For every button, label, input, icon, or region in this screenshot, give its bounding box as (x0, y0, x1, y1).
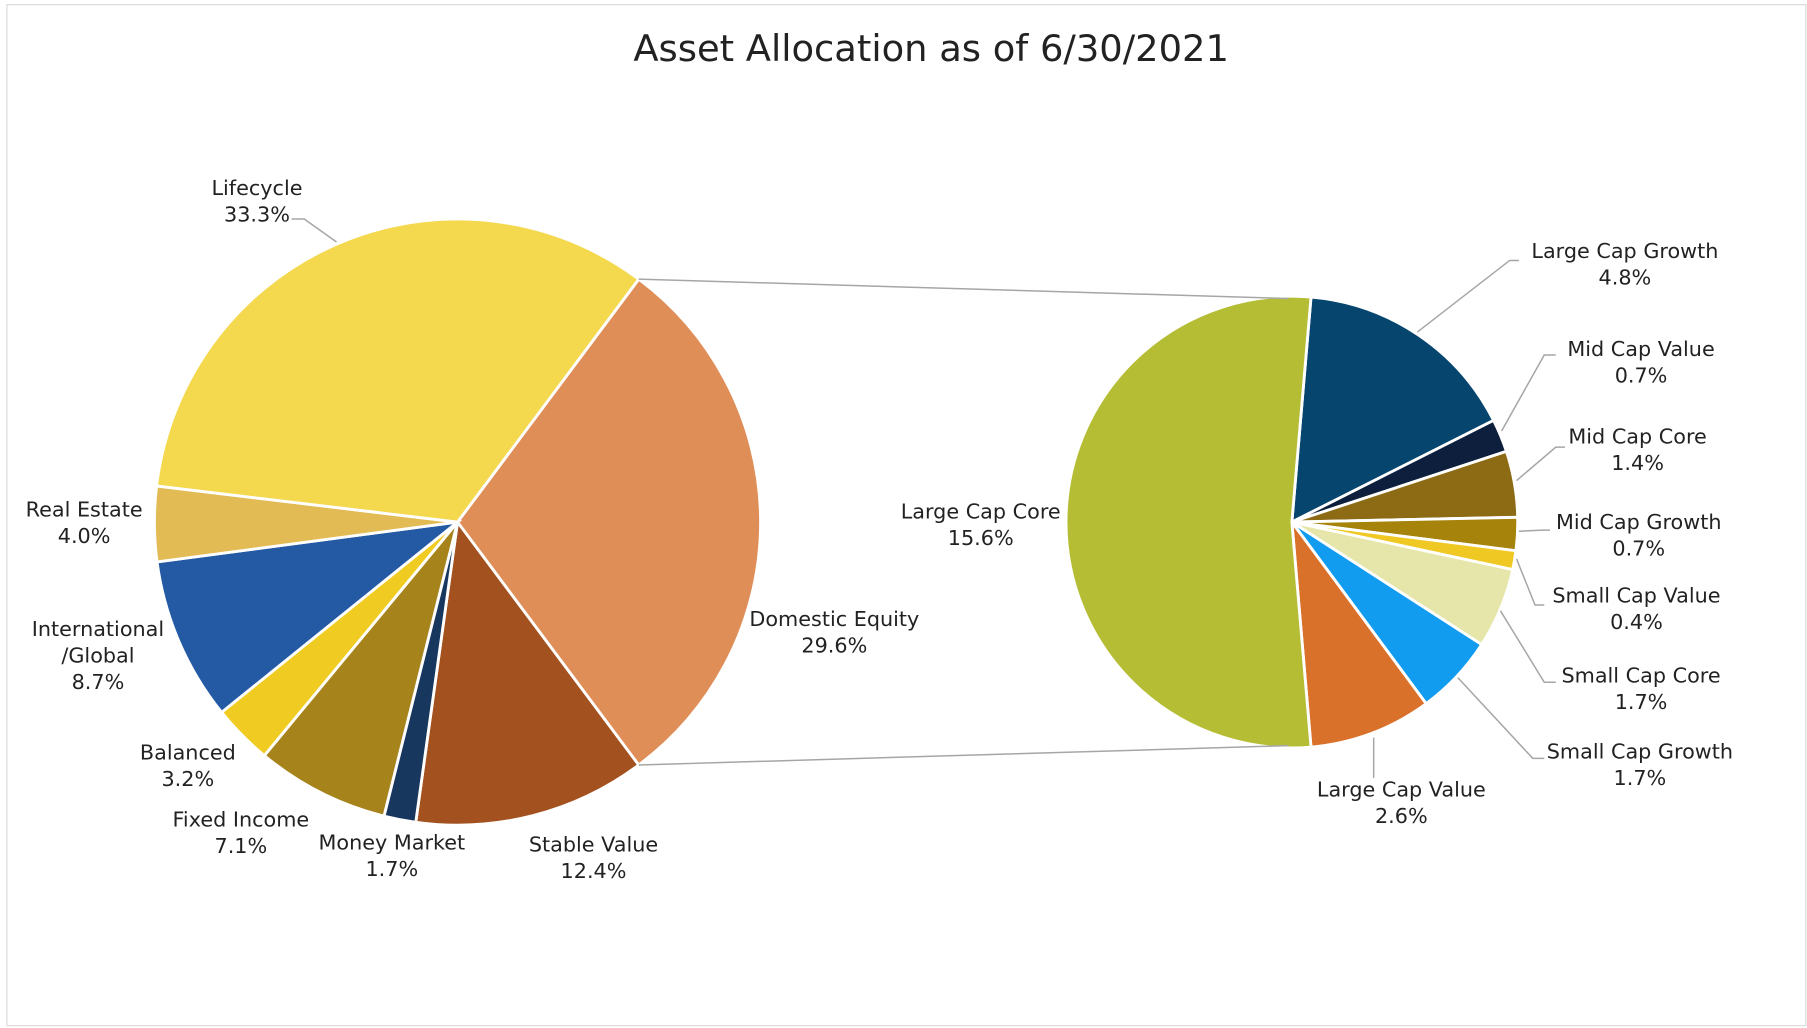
pie-slice (414, 518, 641, 827)
leader-line (1518, 529, 1551, 533)
connector-line (638, 278, 1289, 300)
value-label: 4.0% (57, 524, 111, 549)
value-label: 15.6% (947, 526, 1014, 551)
value-label: 8.7% (71, 670, 125, 695)
value-label: 1.4% (1611, 451, 1664, 476)
leader-line (1516, 446, 1565, 482)
category-label: Lifecycle (211, 176, 303, 201)
pie-slice (155, 519, 463, 715)
value-label: 7.1% (214, 834, 268, 859)
value-label: 1.7% (1613, 766, 1667, 791)
category-label: Mid Cap Core (1568, 425, 1707, 450)
category-label: Mid Cap Growth (1556, 510, 1722, 535)
category-label: Stable Value (528, 833, 659, 858)
pie-slice (455, 277, 762, 768)
pie-slice (262, 521, 459, 818)
value-label: 0.7% (1612, 537, 1666, 562)
category-label: Mid Cap Value (1567, 337, 1715, 362)
leader-line (1499, 610, 1556, 684)
value-label: 12.4% (560, 859, 627, 884)
category-label: Balanced (139, 741, 236, 766)
value-label: 3.2% (161, 767, 215, 792)
leader-line (1500, 354, 1556, 432)
pie-slice (1290, 295, 1496, 525)
category-label: Money Market (318, 830, 466, 856)
value-label: 33.3% (224, 202, 290, 228)
value-label: 0.7% (1614, 364, 1668, 389)
pie-slice (1290, 517, 1429, 749)
pie-slice (1064, 294, 1313, 750)
value-label: 0.4% (1610, 610, 1663, 636)
value-label: 4.8% (1598, 266, 1652, 291)
value-label: 2.6% (1374, 804, 1428, 829)
chart-title: Asset Allocation as of 6/30/2021 (633, 27, 1229, 70)
category-label: Small Cap Value (1552, 584, 1721, 609)
category-label: Fixed Income (172, 807, 310, 833)
category-label: Large Cap Value (1316, 777, 1486, 803)
category-label: Small Cap Growth (1546, 739, 1734, 765)
leader-line (1457, 677, 1545, 760)
leader-line (1417, 259, 1519, 333)
category-label: Large Cap Core (900, 500, 1061, 525)
value-label: 1.7% (365, 857, 419, 882)
pie-slice (154, 217, 641, 524)
category-label: Small Cap Core (1561, 663, 1721, 689)
value-label: 29.6% (801, 633, 868, 659)
category-label: International/Global (31, 617, 165, 669)
leader-line (291, 218, 337, 243)
leader-line (1515, 558, 1545, 606)
connector-line (638, 744, 1289, 766)
category-label: Domestic Equity (749, 607, 920, 632)
value-label: 1.7% (1614, 690, 1668, 715)
category-label: Large Cap Growth (1531, 239, 1719, 264)
category-label: Real Estate (25, 497, 143, 523)
